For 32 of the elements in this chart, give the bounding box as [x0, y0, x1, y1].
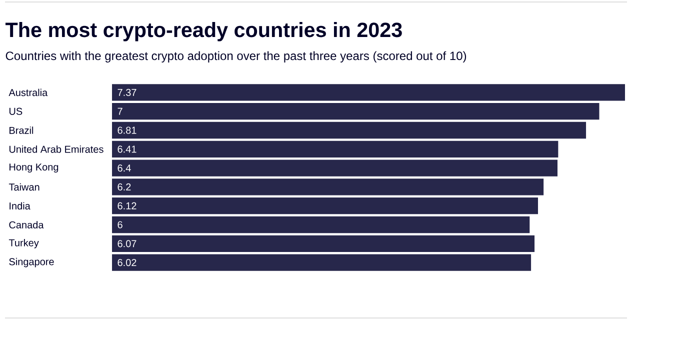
y-tick-label: US [9, 108, 22, 115]
y-tick-label: Singapore [9, 258, 54, 268]
data-label: 6.4 [118, 164, 131, 172]
bar [112, 122, 586, 139]
y-tick-label: Canada [9, 221, 44, 228]
data-label: 6.07 [118, 240, 136, 248]
chart-subtitle: Countries with the greatest crypto adoption over the past three years (scored out of 10) [6, 51, 466, 62]
bar [112, 216, 530, 234]
data-label: 6.02 [118, 259, 136, 266]
y-tick-label: Australia [8, 88, 48, 96]
y-tick-label: India [10, 202, 30, 210]
bar [112, 254, 532, 271]
data-label: 6.12 [118, 202, 136, 210]
bar [112, 84, 626, 101]
chart-title: The most crypto-ready countries in 2023 [6, 22, 402, 42]
data-label: 6.41 [118, 146, 136, 153]
data-label: 7.37 [118, 88, 136, 96]
y-tick-label: Turkey [8, 239, 39, 248]
y-tick-label: United Arab Emirates [9, 145, 104, 153]
data-label: 6.81 [118, 126, 136, 134]
y-tick-label: Hong Kong [10, 164, 58, 173]
bar [112, 140, 558, 158]
bar [112, 198, 538, 214]
y-tick-label: Taiwan [8, 183, 40, 191]
data-label: 6 [118, 221, 122, 228]
bar [112, 160, 558, 176]
bar [112, 178, 544, 196]
data-label: 6.2 [118, 183, 131, 190]
bar [112, 235, 535, 252]
y-tick-label: Brazil [10, 126, 34, 134]
bar [112, 103, 600, 120]
data-label: 7 [118, 108, 122, 115]
